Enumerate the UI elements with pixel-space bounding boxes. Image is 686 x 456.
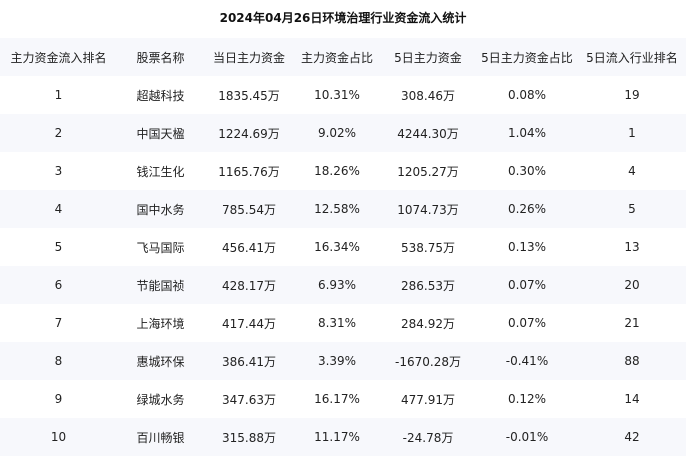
cell-5day-main-fund: -1670.28万	[380, 342, 476, 380]
cell-main-fund-ratio: 8.31%	[294, 304, 380, 342]
table-row: 9 绿城水务 347.63万 16.17% 477.91万 0.12% 14	[0, 380, 686, 418]
fund-flow-table: 主力资金流入排名 股票名称 当日主力资金 主力资金占比 5日主力资金 5日主力资…	[0, 38, 686, 456]
table-row: 3 钱江生化 1165.76万 18.26% 1205.27万 0.30% 4	[0, 152, 686, 190]
table-row: 10 百川畅银 315.88万 11.17% -24.78万 -0.01% 42	[0, 418, 686, 456]
cell-daily-main-fund: 1224.69万	[204, 114, 294, 152]
cell-5day-main-fund: 4244.30万	[380, 114, 476, 152]
cell-5day-main-fund-ratio: 0.30%	[476, 152, 578, 190]
cell-5day-industry-rank: 14	[578, 380, 686, 418]
cell-stock-name: 上海环境	[117, 304, 204, 342]
header-daily-main-fund: 当日主力资金	[204, 38, 294, 76]
cell-rank: 4	[0, 190, 117, 228]
cell-5day-main-fund-ratio: 0.07%	[476, 304, 578, 342]
cell-5day-main-fund: -24.78万	[380, 418, 476, 456]
cell-rank: 2	[0, 114, 117, 152]
cell-stock-name: 钱江生化	[117, 152, 204, 190]
cell-5day-industry-rank: 21	[578, 304, 686, 342]
cell-rank: 1	[0, 76, 117, 114]
cell-main-fund-ratio: 16.34%	[294, 228, 380, 266]
cell-5day-main-fund-ratio: 0.08%	[476, 76, 578, 114]
header-5day-main-fund-ratio: 5日主力资金占比	[476, 38, 578, 76]
header-5day-industry-rank: 5日流入行业排名	[578, 38, 686, 76]
cell-daily-main-fund: 1835.45万	[204, 76, 294, 114]
cell-main-fund-ratio: 12.58%	[294, 190, 380, 228]
cell-stock-name: 中国天楹	[117, 114, 204, 152]
cell-main-fund-ratio: 6.93%	[294, 266, 380, 304]
cell-5day-industry-rank: 88	[578, 342, 686, 380]
table-header-row: 主力资金流入排名 股票名称 当日主力资金 主力资金占比 5日主力资金 5日主力资…	[0, 38, 686, 76]
cell-rank: 8	[0, 342, 117, 380]
cell-stock-name: 节能国祯	[117, 266, 204, 304]
cell-main-fund-ratio: 11.17%	[294, 418, 380, 456]
header-stock-name: 股票名称	[117, 38, 204, 76]
cell-daily-main-fund: 456.41万	[204, 228, 294, 266]
table-row: 4 国中水务 785.54万 12.58% 1074.73万 0.26% 5	[0, 190, 686, 228]
cell-5day-main-fund-ratio: 0.07%	[476, 266, 578, 304]
cell-stock-name: 国中水务	[117, 190, 204, 228]
cell-5day-industry-rank: 13	[578, 228, 686, 266]
cell-rank: 5	[0, 228, 117, 266]
table-row: 6 节能国祯 428.17万 6.93% 286.53万 0.07% 20	[0, 266, 686, 304]
cell-5day-main-fund: 286.53万	[380, 266, 476, 304]
cell-rank: 9	[0, 380, 117, 418]
cell-5day-main-fund: 538.75万	[380, 228, 476, 266]
cell-5day-industry-rank: 4	[578, 152, 686, 190]
table-row: 5 飞马国际 456.41万 16.34% 538.75万 0.13% 13	[0, 228, 686, 266]
cell-main-fund-ratio: 9.02%	[294, 114, 380, 152]
cell-daily-main-fund: 386.41万	[204, 342, 294, 380]
cell-5day-main-fund: 1074.73万	[380, 190, 476, 228]
table-row: 8 惠城环保 386.41万 3.39% -1670.28万 -0.41% 88	[0, 342, 686, 380]
cell-main-fund-ratio: 16.17%	[294, 380, 380, 418]
cell-rank: 10	[0, 418, 117, 456]
cell-stock-name: 百川畅银	[117, 418, 204, 456]
cell-5day-industry-rank: 1	[578, 114, 686, 152]
cell-5day-main-fund-ratio: 0.13%	[476, 228, 578, 266]
cell-5day-main-fund: 1205.27万	[380, 152, 476, 190]
cell-5day-industry-rank: 5	[578, 190, 686, 228]
cell-5day-industry-rank: 42	[578, 418, 686, 456]
cell-5day-main-fund-ratio: 0.12%	[476, 380, 578, 418]
header-5day-main-fund: 5日主力资金	[380, 38, 476, 76]
cell-daily-main-fund: 785.54万	[204, 190, 294, 228]
cell-stock-name: 绿城水务	[117, 380, 204, 418]
cell-5day-industry-rank: 19	[578, 76, 686, 114]
cell-main-fund-ratio: 3.39%	[294, 342, 380, 380]
cell-daily-main-fund: 1165.76万	[204, 152, 294, 190]
cell-5day-main-fund-ratio: 1.04%	[476, 114, 578, 152]
table-row: 1 超越科技 1835.45万 10.31% 308.46万 0.08% 19	[0, 76, 686, 114]
header-rank: 主力资金流入排名	[0, 38, 117, 76]
cell-5day-main-fund: 308.46万	[380, 76, 476, 114]
cell-5day-main-fund-ratio: -0.01%	[476, 418, 578, 456]
cell-daily-main-fund: 417.44万	[204, 304, 294, 342]
cell-stock-name: 超越科技	[117, 76, 204, 114]
table-row: 7 上海环境 417.44万 8.31% 284.92万 0.07% 21	[0, 304, 686, 342]
cell-rank: 7	[0, 304, 117, 342]
cell-rank: 3	[0, 152, 117, 190]
cell-rank: 6	[0, 266, 117, 304]
cell-5day-main-fund-ratio: 0.26%	[476, 190, 578, 228]
cell-5day-main-fund-ratio: -0.41%	[476, 342, 578, 380]
cell-daily-main-fund: 315.88万	[204, 418, 294, 456]
cell-5day-main-fund: 284.92万	[380, 304, 476, 342]
cell-main-fund-ratio: 10.31%	[294, 76, 380, 114]
table-title: 2024年04月26日环境治理行业资金流入统计	[219, 11, 467, 25]
cell-stock-name: 惠城环保	[117, 342, 204, 380]
cell-daily-main-fund: 347.63万	[204, 380, 294, 418]
cell-5day-main-fund: 477.91万	[380, 380, 476, 418]
table-row: 2 中国天楹 1224.69万 9.02% 4244.30万 1.04% 1	[0, 114, 686, 152]
cell-5day-industry-rank: 20	[578, 266, 686, 304]
cell-stock-name: 飞马国际	[117, 228, 204, 266]
cell-daily-main-fund: 428.17万	[204, 266, 294, 304]
cell-main-fund-ratio: 18.26%	[294, 152, 380, 190]
header-main-fund-ratio: 主力资金占比	[294, 38, 380, 76]
